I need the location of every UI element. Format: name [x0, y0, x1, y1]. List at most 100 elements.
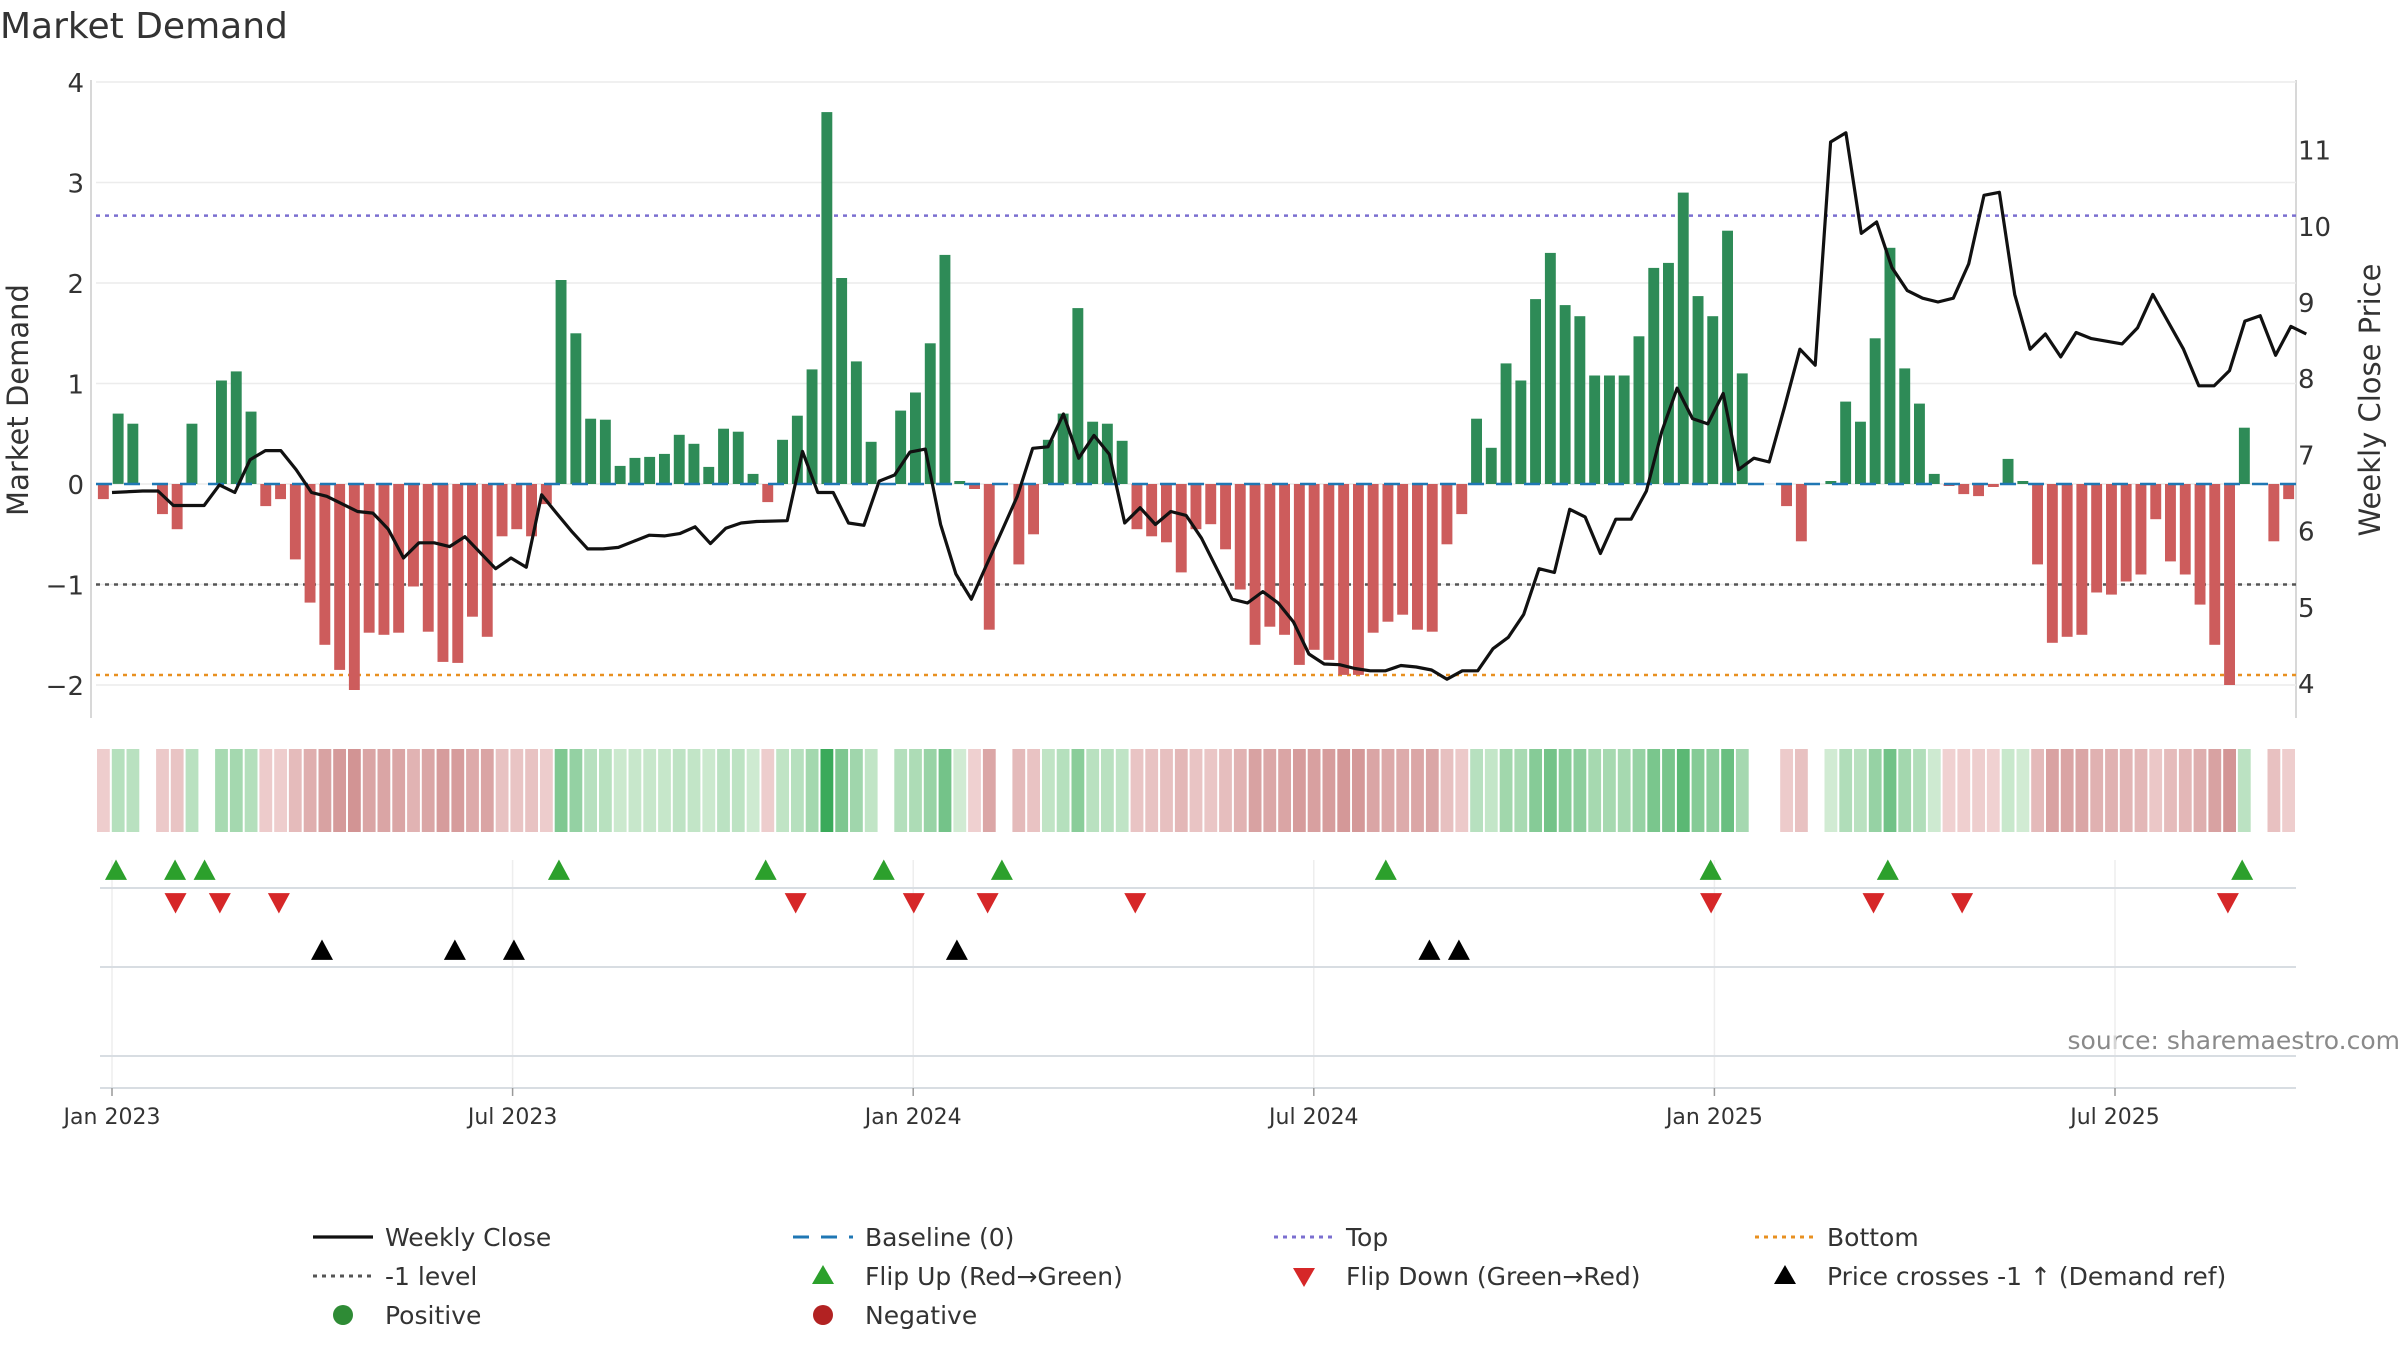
demand-bar-negative [1367, 484, 1379, 633]
demand-bar-positive [1736, 373, 1748, 484]
heat-strip-cell [1381, 749, 1395, 832]
heat-strip-cell [1927, 749, 1941, 832]
flip-up-marker [105, 859, 127, 880]
demand-bar-positive [924, 343, 936, 484]
demand-bar-negative [511, 484, 523, 530]
heat-strip-cell [170, 749, 184, 832]
heat-strip-cell [1529, 749, 1542, 832]
x-tick-label: Jul 2023 [466, 1105, 558, 1130]
heat-strip-cell [2178, 749, 2192, 832]
demand-bar-positive [1544, 252, 1556, 484]
y-axis-label: Market Demand [1, 284, 35, 516]
heat-strip-cell [2060, 749, 2074, 832]
heat-strip-cell [451, 749, 465, 832]
heat-strip-cell [968, 749, 981, 832]
demand-bar-negative [304, 484, 316, 603]
heat-strip-cell [97, 749, 110, 832]
demand-bar-negative [2224, 484, 2235, 685]
x-tick-label: Jan 2023 [62, 1105, 161, 1130]
demand-bar-positive [1559, 305, 1571, 484]
legend-label: -1 level [385, 1262, 477, 1291]
demand-bar-positive [644, 456, 656, 484]
demand-bar-positive [585, 418, 597, 484]
demand-bar-positive [1042, 439, 1054, 484]
legend-weekly-close: Weekly Close [313, 1223, 551, 1252]
y-tick-label: −1 [46, 572, 84, 602]
demand-bar-positive [1618, 375, 1630, 484]
demand-bar-positive [1087, 421, 1099, 484]
heat-strip-cell [1839, 749, 1853, 832]
demand-bar-negative [1293, 484, 1305, 665]
demand-bar-negative [1205, 484, 1217, 525]
heat-strip-cell [731, 749, 745, 832]
legend-label: Weekly Close [385, 1223, 551, 1252]
heat-strip-cell [2031, 749, 2044, 832]
y-tick-label: 3 [67, 170, 84, 200]
legend-label: Bottom [1827, 1223, 1919, 1252]
demand-bar-positive [1485, 447, 1497, 484]
flip-up-marker [754, 859, 777, 880]
heat-strip-cell [1721, 749, 1734, 832]
heat-strip-cell [923, 749, 937, 832]
heat-strip-cell [1307, 749, 1321, 832]
demand-bar-positive [806, 369, 818, 484]
demand-bar-negative [1338, 484, 1350, 675]
demand-bar-negative [1781, 484, 1792, 507]
heat-strip-cell [2164, 749, 2177, 832]
heat-strip-cell [672, 749, 686, 832]
heat-strip-cell [318, 749, 332, 832]
demand-bar-positive [1855, 421, 1866, 484]
demand-bar-negative [422, 484, 434, 632]
heat-strip-cell [791, 749, 804, 832]
demand-bar-negative [1234, 484, 1246, 590]
heat-strip-cell [466, 749, 479, 832]
heat-strip-cell [1189, 749, 1203, 832]
demand-bar-negative [1795, 484, 1807, 542]
flip-down-marker [902, 893, 925, 914]
flip-up-marker [2231, 859, 2254, 880]
price-cross-marker [945, 939, 968, 960]
weekly-close-line [111, 131, 2308, 681]
heat-strip-cell [1868, 749, 1882, 832]
demand-bar-positive [939, 254, 951, 484]
heat-strip-cell [1617, 749, 1631, 832]
heat-strip-cell [909, 749, 922, 832]
flip-up-marker [1374, 859, 1397, 880]
demand-bar-positive [659, 453, 670, 484]
legend-1-level: -1 level [313, 1262, 477, 1291]
demand-bar-negative [1279, 484, 1290, 635]
demand-bar-positive [555, 280, 567, 484]
demand-bar-positive [777, 439, 788, 484]
heat-strip-cell [1248, 749, 1262, 832]
y2-tick-label: 7 [2298, 441, 2315, 471]
demand-bar-negative [1308, 484, 1320, 650]
chart-title: Market Demand [0, 6, 288, 47]
price-cross-marker [1418, 939, 1441, 960]
flip-down-marker [1862, 893, 1885, 914]
heat-strip-cell [2223, 749, 2236, 832]
demand-bar-positive [1884, 247, 1896, 484]
x-tick-label: Jan 2024 [863, 1105, 962, 1130]
demand-bar-negative [1220, 484, 1231, 550]
y-tick-label: 1 [67, 371, 84, 401]
heat-strip-cell [2046, 749, 2059, 832]
heat-strip-cell [702, 749, 716, 832]
demand-bar-positive [599, 419, 611, 484]
legend-swatch [813, 1305, 833, 1325]
y2-tick-label: 10 [2298, 213, 2331, 243]
demand-bar-negative [1264, 484, 1276, 627]
price-cross-marker [311, 939, 333, 960]
heat-strip-cell [1913, 749, 1926, 832]
heat-strip-cell [1854, 749, 1867, 832]
y-tick-label: 0 [67, 471, 84, 501]
demand-bar-negative [1190, 484, 1202, 530]
heat-strip-cell [1174, 749, 1188, 832]
demand-bar-positive [2002, 458, 2014, 484]
demand-bar-positive [112, 413, 124, 484]
flip-up-marker [164, 859, 187, 880]
demand-bar-negative [1987, 484, 1999, 487]
demand-bar-negative [1323, 484, 1335, 660]
heat-strip-cell [185, 749, 199, 832]
demand-bar-positive [2238, 427, 2250, 484]
heat-strip-cell [569, 749, 583, 832]
